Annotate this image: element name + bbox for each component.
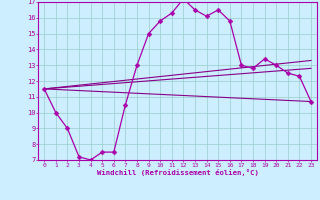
X-axis label: Windchill (Refroidissement éolien,°C): Windchill (Refroidissement éolien,°C) [97, 169, 259, 176]
